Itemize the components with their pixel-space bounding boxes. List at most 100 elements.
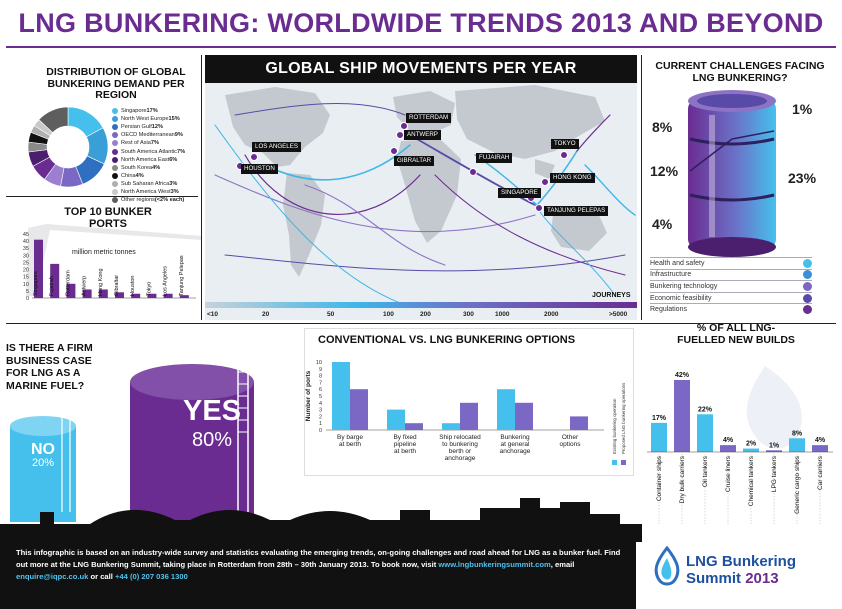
options-legend-label: Existing bunkering operation xyxy=(612,398,617,454)
newbuilds-category-label: Car carriers xyxy=(817,455,824,490)
port-label-fujairah: FUJAIRAH xyxy=(476,153,513,163)
ports-y-tick: 45 xyxy=(23,232,29,238)
port-dot-hong-kong xyxy=(541,178,549,186)
legend-swatch xyxy=(112,180,118,187)
legend-swatch xyxy=(112,124,118,131)
ports-category-label: Singapore xyxy=(33,271,39,296)
journeys-label: JOURNEYS xyxy=(592,292,631,299)
options-category-label: Ship relocated xyxy=(439,434,481,441)
port-label-gibraltar: GIBRALTAR xyxy=(394,156,435,166)
options-y-tick: 6 xyxy=(319,387,322,393)
ports-bar xyxy=(98,289,108,298)
donut-legend-item: Sub Saharan Africa 3% xyxy=(112,180,204,188)
no-value: 20% xyxy=(31,457,55,469)
options-y-tick: 5 xyxy=(319,394,322,400)
donut-legend-item: Singapore 17% xyxy=(112,107,204,115)
legend-swatch xyxy=(112,132,118,139)
options-category-label: By barge xyxy=(337,434,363,441)
legend-swatch xyxy=(112,156,118,163)
challenges-legend-label: Regulations xyxy=(650,306,687,314)
port-dot-antwerp xyxy=(396,131,404,139)
legend-swatch xyxy=(112,148,118,155)
ports-bar xyxy=(115,292,124,298)
newbuilds-value-label: 42% xyxy=(675,372,690,379)
scale-2: 50 xyxy=(327,311,335,318)
newbuilds-value-label: 22% xyxy=(698,406,713,413)
ports-bar xyxy=(82,289,92,298)
donut-legend-label: South Korea xyxy=(121,164,153,171)
options-category-label: at general xyxy=(501,441,530,448)
page-title: LNG BUNKERING: WORLDWIDE TRENDS 2013 AND… xyxy=(18,8,824,38)
ports-category-label: Gibraltar xyxy=(114,275,120,296)
logo-line1: LNG Bunkering xyxy=(686,553,797,570)
donut-legend-label: South America Atlantic xyxy=(121,148,177,155)
port-label-singapore: SINGAPORE xyxy=(498,188,541,198)
flame-watermark xyxy=(746,366,802,449)
donut-legend-item: South Korea 4% xyxy=(112,164,204,172)
map-title: GLOBAL SHIP MOVEMENTS PER YEAR xyxy=(205,55,637,83)
ports-category-label: Los Angeles xyxy=(163,266,169,296)
port-dot-rotterdam xyxy=(400,122,408,130)
options-category-label: anchorage xyxy=(445,455,476,462)
options-y-tick: 1 xyxy=(319,421,322,427)
ports-y-tick: 30 xyxy=(23,253,29,259)
challenges-legend-dot xyxy=(803,281,812,291)
challenges-legend-dot xyxy=(803,270,812,280)
challenge-pct-4: 4% xyxy=(652,216,673,232)
legend-swatch xyxy=(112,108,118,115)
options-category-label: By fixed xyxy=(393,434,417,441)
options-category-label: anchorage xyxy=(500,448,531,455)
ports-y-tick: 25 xyxy=(23,260,29,266)
options-bar xyxy=(442,423,460,430)
challenges-legend-label: Economic feasibility xyxy=(650,294,712,302)
options-y-tick: 8 xyxy=(319,374,322,380)
options-bar xyxy=(332,362,350,430)
yes-value: 80% xyxy=(191,429,233,451)
newbuilds-value-label: 4% xyxy=(815,437,826,444)
donut-legend: Singapore 17% North West Europe 15% Persia… xyxy=(112,107,204,204)
donut-legend-label: Persian Gulf xyxy=(121,124,152,131)
scale-5: 300 xyxy=(463,311,474,318)
footer-url-link[interactable]: www.lngbunkeringsummit.com xyxy=(438,560,551,569)
port-label-tokyo: TOKYO xyxy=(551,139,579,149)
footer-email-link[interactable]: enquire@iqpc.co.uk xyxy=(16,572,89,581)
options-category-label: at berth xyxy=(394,448,416,455)
scale-3: 100 xyxy=(383,311,394,318)
newbuilds-bar xyxy=(697,414,713,452)
options-legend-swatch xyxy=(621,460,626,465)
skyline-silhouette xyxy=(0,498,642,542)
donut-legend-label: Rest of Asia xyxy=(121,140,151,147)
newbuilds-category-label: Oil tankers xyxy=(702,455,709,487)
donut-legend-value: 4% xyxy=(152,164,161,171)
port-label-tanjung-pelepas: TANJUNG PELEPAS xyxy=(544,206,609,216)
challenges-title: CURRENT CHALLENGES FACING LNG BUNKERING? xyxy=(655,60,825,84)
newbuilds-value-label: 2% xyxy=(746,441,757,448)
donut-legend-label: North West Europe xyxy=(121,116,169,123)
options-y-tick: 4 xyxy=(319,401,322,407)
port-label-antwerp: ANTWERP xyxy=(404,130,441,140)
donut-chart xyxy=(27,106,109,188)
ports-y-tick: 0 xyxy=(26,296,29,302)
challenge-pct-8: 8% xyxy=(652,119,673,135)
ports-y-tick: 35 xyxy=(23,246,29,252)
newbuilds-bar xyxy=(766,450,782,452)
donut-legend-item: North West Europe 15% xyxy=(112,115,204,123)
newbuilds-title: % OF ALL LNG-FUELLED NEW BUILDS xyxy=(677,322,795,346)
summit-logo-icon xyxy=(654,546,680,586)
options-title: CONVENTIONAL VS. LNG BUNKERING OPTIONS xyxy=(318,334,576,346)
donut-legend-label: North America East xyxy=(121,156,170,163)
options-category-label: berth or xyxy=(449,448,472,455)
newbuilds-category-label: LPG tankers xyxy=(771,455,778,492)
donut-legend-value: 7% xyxy=(150,140,159,147)
ports-bar xyxy=(34,239,43,298)
options-bar xyxy=(515,402,533,430)
donut-legend-value: (<2% each) xyxy=(154,197,185,204)
ports-y-tick: 20 xyxy=(23,268,29,274)
business-case-question: IS THERE A FIRM BUSINESS CASE FOR LNG AS… xyxy=(6,342,93,392)
ports-unit-label: million metric tonnes xyxy=(72,249,136,256)
donut-slice xyxy=(38,106,69,134)
logo-year: 2013 xyxy=(745,570,779,587)
options-category-label: Other xyxy=(562,434,579,441)
donut-legend-value: 9% xyxy=(174,132,183,139)
